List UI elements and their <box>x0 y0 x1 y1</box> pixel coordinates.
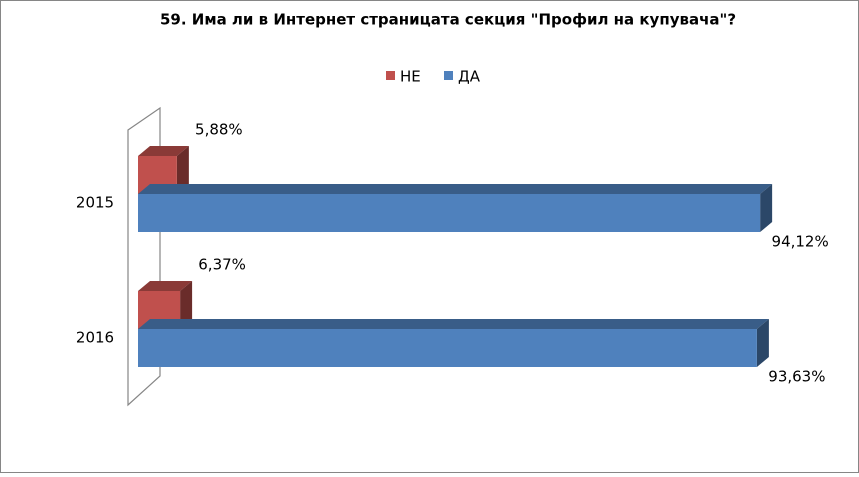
bar-front <box>138 329 757 367</box>
legend-label: НЕ <box>400 68 421 86</box>
bar-side <box>756 319 769 367</box>
bar-top <box>138 319 769 329</box>
bar-side <box>176 146 189 194</box>
data-label: 94,12% <box>772 233 829 251</box>
bar <box>138 184 773 232</box>
bar-top <box>138 184 773 194</box>
legend-swatch <box>386 71 395 80</box>
y-tick-label: 2016 <box>76 329 114 347</box>
bar <box>138 319 769 367</box>
chart-title: 59. Има ли в Интернет страницата секция … <box>160 11 736 29</box>
bar-front <box>138 194 761 232</box>
data-label: 5,88% <box>195 121 243 139</box>
data-label: 6,37% <box>198 256 246 274</box>
legend-label: ДА <box>458 68 481 86</box>
back-wall <box>127 106 161 407</box>
bar-top <box>138 281 193 291</box>
bar-side <box>180 281 193 329</box>
bar <box>138 281 193 329</box>
bar-top <box>138 146 189 156</box>
legend-swatch <box>444 71 453 80</box>
data-label: 93,63% <box>768 368 825 386</box>
bar-side <box>760 184 773 232</box>
y-tick-label: 2015 <box>76 194 114 212</box>
